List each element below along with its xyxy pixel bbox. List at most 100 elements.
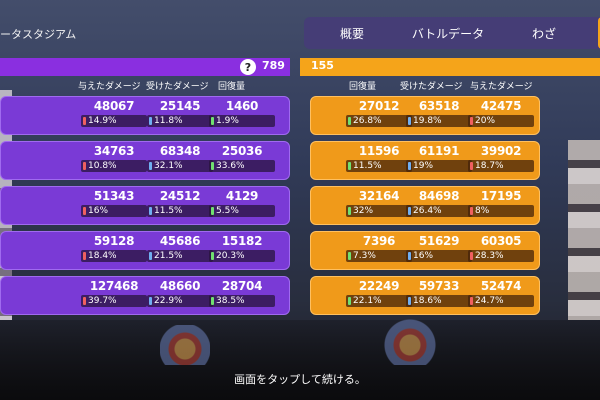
damage-taken-cell: 63518 19.8% — [406, 99, 472, 127]
percent-marker-icon — [83, 162, 86, 170]
tab-active-indicator[interactable] — [598, 17, 600, 49]
healing-cell: 27012 26.8% — [346, 99, 412, 127]
healing-value: 25036 — [221, 144, 263, 158]
help-icon[interactable]: ? — [240, 59, 256, 75]
damage-dealt-value: 48067 — [93, 99, 135, 113]
damage-taken-value: 25145 — [159, 99, 201, 113]
percent-marker-icon — [211, 297, 214, 305]
percent-marker-icon — [211, 117, 214, 125]
orange-player-row: 7396 7.3% 51629 16% 60305 28.3% — [310, 231, 540, 270]
damage-dealt-percent: 10.8% — [81, 160, 147, 172]
percent-marker-icon — [470, 117, 473, 125]
damage-taken-value: 48660 — [159, 279, 201, 293]
healing-percent: 33.6% — [209, 160, 275, 172]
damage-dealt-percent: 18.7% — [468, 160, 534, 172]
percent-marker-icon — [149, 117, 152, 125]
percent-marker-icon — [211, 207, 214, 215]
healing-cell: 25036 33.6% — [209, 144, 275, 172]
damage-taken-percent: 32.1% — [147, 160, 213, 172]
header-damage-taken: 受けたダメージ — [400, 82, 463, 92]
damage-taken-value: 51629 — [418, 234, 460, 248]
damage-taken-percent-text: 32.1% — [154, 161, 183, 171]
healing-value: 27012 — [358, 99, 400, 113]
healing-cell: 15182 20.3% — [209, 234, 275, 262]
damage-taken-percent: 16% — [406, 250, 472, 262]
damage-dealt-percent-text: 16% — [88, 206, 109, 216]
damage-dealt-percent: 8% — [468, 205, 534, 217]
damage-taken-cell: 68348 32.1% — [147, 144, 213, 172]
damage-taken-value: 84698 — [418, 189, 460, 203]
orange-player-row: 11596 11.5% 61191 19% 39902 18.7% — [310, 141, 540, 180]
damage-taken-percent: 11.5% — [147, 205, 213, 217]
percent-marker-icon — [470, 252, 473, 260]
healing-percent-text: 26.8% — [353, 116, 382, 126]
healing-percent: 11.5% — [346, 160, 412, 172]
healing-value: 4129 — [225, 189, 259, 203]
damage-dealt-cell: 59128 18.4% — [81, 234, 147, 262]
damage-taken-cell: 45686 21.5% — [147, 234, 213, 262]
damage-dealt-cell: 51343 16% — [81, 189, 147, 217]
damage-dealt-cell: 34763 10.8% — [81, 144, 147, 172]
healing-cell: 32164 32% — [346, 189, 412, 217]
purple-player-row: 34763 10.8% 68348 32.1% 25036 33.6% — [0, 141, 290, 180]
damage-dealt-percent: 18.4% — [81, 250, 147, 262]
percent-marker-icon — [348, 207, 351, 215]
healing-value: 1460 — [225, 99, 259, 113]
healing-cell: 11596 11.5% — [346, 144, 412, 172]
damage-taken-value: 63518 — [418, 99, 460, 113]
percent-marker-icon — [149, 207, 152, 215]
percent-marker-icon — [408, 162, 411, 170]
healing-percent-text: 32% — [353, 206, 374, 216]
damage-dealt-percent-text: 28.3% — [475, 251, 504, 261]
damage-taken-percent-text: 19% — [413, 161, 434, 171]
stadium-floor — [0, 320, 600, 400]
damage-dealt-percent: 28.3% — [468, 250, 534, 262]
stadium-emblem-right — [380, 315, 440, 365]
healing-percent-text: 11.5% — [353, 161, 382, 171]
damage-taken-percent: 26.4% — [406, 205, 472, 217]
damage-dealt-percent-text: 24.7% — [475, 296, 504, 306]
damage-dealt-percent-text: 18.7% — [475, 161, 504, 171]
healing-percent: 22.1% — [346, 295, 412, 307]
header-healing: 回復量 — [218, 82, 246, 92]
healing-cell: 22249 22.1% — [346, 279, 412, 307]
damage-taken-percent-text: 11.5% — [154, 206, 183, 216]
tab-overview[interactable]: 概要 — [339, 26, 364, 41]
healing-value: 28704 — [221, 279, 263, 293]
tab-bar: 概要 バトルデータ わざ — [304, 17, 600, 49]
healing-value: 7396 — [362, 234, 396, 248]
percent-marker-icon — [470, 162, 473, 170]
damage-dealt-cell: 52474 24.7% — [468, 279, 534, 307]
stadium-title: ータスタジアム — [0, 29, 77, 41]
percent-marker-icon — [348, 162, 351, 170]
damage-taken-percent-text: 22.9% — [154, 296, 183, 306]
percent-marker-icon — [211, 252, 214, 260]
percent-marker-icon — [211, 162, 214, 170]
damage-dealt-percent: 16% — [81, 205, 147, 217]
healing-cell: 28704 38.5% — [209, 279, 275, 307]
damage-dealt-percent-text: 20% — [475, 116, 496, 126]
damage-taken-value: 61191 — [418, 144, 460, 158]
damage-dealt-value: 34763 — [93, 144, 135, 158]
damage-taken-cell: 51629 16% — [406, 234, 472, 262]
damage-dealt-cell: 39902 18.7% — [468, 144, 534, 172]
damage-taken-percent: 18.6% — [406, 295, 472, 307]
healing-percent: 32% — [346, 205, 412, 217]
damage-taken-percent-text: 19.8% — [413, 116, 442, 126]
damage-dealt-value: 42475 — [480, 99, 522, 113]
percent-marker-icon — [149, 252, 152, 260]
percent-marker-icon — [470, 297, 473, 305]
tap-to-continue-prompt[interactable]: 画面をタップして続ける。 — [234, 373, 366, 386]
damage-dealt-cell: 42475 20% — [468, 99, 534, 127]
healing-value: 22249 — [358, 279, 400, 293]
healing-percent-text: 7.3% — [353, 251, 376, 261]
healing-percent-text: 22.1% — [353, 296, 382, 306]
purple-player-row: 51343 16% 24512 11.5% 4129 5.5% — [0, 186, 290, 225]
percent-marker-icon — [408, 252, 411, 260]
tab-battle-data[interactable]: バトルデータ — [411, 26, 485, 41]
tab-moves[interactable]: わざ — [531, 26, 556, 41]
percent-marker-icon — [149, 297, 152, 305]
damage-taken-percent: 19.8% — [406, 115, 472, 127]
damage-dealt-value: 60305 — [480, 234, 522, 248]
damage-taken-value: 68348 — [159, 144, 201, 158]
